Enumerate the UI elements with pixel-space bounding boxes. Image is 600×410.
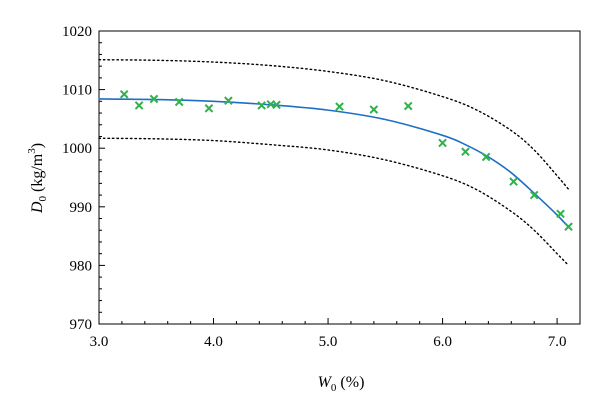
y-axis-title-sup: 3: [26, 148, 38, 154]
x-axis-title-main: W: [318, 374, 333, 391]
x-axis-title-sub: 0: [331, 382, 337, 394]
y-tick-label: 1000: [62, 141, 92, 157]
data-point-x-marker: [204, 104, 214, 113]
y-tick-label: 980: [70, 258, 93, 274]
x-tick-label: 7.0: [548, 334, 567, 350]
data-point-x-marker: [564, 222, 573, 232]
y-axis-title-main: D: [29, 201, 46, 214]
y-axis-title: D0 (kg/m3): [26, 143, 49, 214]
fit-curve-line: [98, 98, 570, 229]
y-axis-title-rest: (kg/m: [29, 153, 46, 196]
x-tick-label: 5.0: [319, 334, 338, 350]
y-tick-label: 990: [70, 200, 93, 216]
y-tick-label: 1010: [62, 83, 92, 99]
plot-area-frame: [98, 30, 581, 325]
data-point-x-marker: [403, 101, 413, 111]
x-tick-label: 3.0: [90, 334, 109, 350]
data-point-x-marker: [369, 105, 379, 114]
y-tick-label: 1020: [62, 24, 92, 40]
data-point-x-marker: [556, 209, 565, 219]
x-tick-label: 4.0: [204, 334, 223, 350]
data-point-x-marker: [149, 94, 159, 104]
y-axis-title-sub: 0: [37, 195, 49, 201]
y-axis-ticks: 970 980 990 1000 1010 1020: [62, 24, 105, 333]
y-axis-title-close: ): [29, 143, 46, 148]
x-axis-ticks: 3.0 4.0 5.0 6.0 7.0: [90, 318, 581, 350]
y-tick-label: 970: [70, 317, 93, 333]
confidence-bound-line: [98, 59, 570, 190]
data-point-x-marker: [272, 100, 281, 110]
data-point-x-marker: [335, 102, 344, 111]
data-point-x-marker: [438, 138, 447, 148]
data-point-x-marker: [174, 97, 184, 107]
data-point-x-marker: [529, 190, 539, 200]
x-axis-title-rest: (%): [336, 374, 364, 391]
confidence-bound-line: [98, 137, 570, 267]
data-point-x-marker: [134, 101, 144, 110]
data-point-x-marker: [509, 177, 518, 186]
data-point-x-marker: [119, 89, 129, 99]
series-layer: [98, 59, 573, 267]
data-point-x-marker: [224, 96, 233, 106]
data-point-x-marker: [461, 147, 470, 157]
data-point-x-marker: [257, 101, 266, 110]
data-point-x-marker: [481, 152, 491, 162]
x-axis-title: W0 (%): [318, 374, 365, 394]
x-tick-label: 6.0: [433, 334, 452, 350]
